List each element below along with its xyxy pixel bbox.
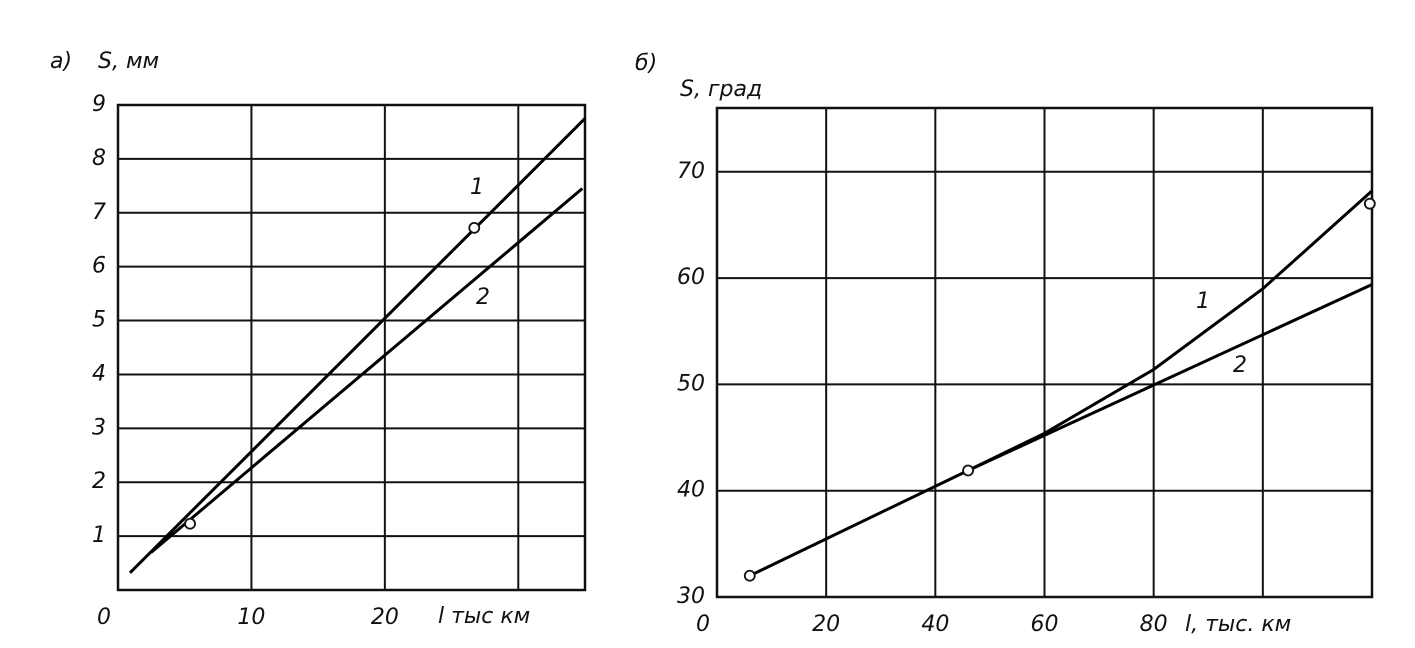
data-point bbox=[1363, 197, 1376, 210]
curve bbox=[128, 117, 587, 574]
y-tick-label: 7 bbox=[92, 200, 106, 225]
curve bbox=[749, 283, 1373, 578]
panel-label: а) bbox=[50, 49, 72, 74]
y-axis-label: S, мм bbox=[98, 49, 159, 74]
y-tick-label: 5 bbox=[92, 308, 106, 333]
y-tick-label: 3 bbox=[92, 415, 106, 440]
panel-label: б) bbox=[635, 51, 657, 76]
x-tick-label: 60 bbox=[1031, 612, 1059, 637]
data-point bbox=[184, 517, 196, 530]
y-tick-label: 40 bbox=[677, 478, 705, 503]
data-point bbox=[962, 464, 974, 477]
y-tick-label: 8 bbox=[92, 146, 106, 171]
curve-label: 2 bbox=[476, 285, 490, 310]
y-tick-label: 4 bbox=[92, 361, 106, 386]
y-tick-label: 30 bbox=[677, 584, 705, 609]
curve bbox=[150, 187, 584, 554]
x-tick-label: 10 bbox=[237, 605, 265, 630]
x-tick-label: 80 bbox=[1140, 612, 1168, 637]
curve bbox=[967, 189, 1374, 472]
y-tick-label: 9 bbox=[92, 92, 106, 117]
x-tick-label: 40 bbox=[921, 612, 949, 637]
y-tick-label: 60 bbox=[677, 265, 705, 290]
x-tick-label: 0 bbox=[97, 605, 111, 630]
curve-label: 1 bbox=[1196, 289, 1210, 314]
x-tick-label: 20 bbox=[812, 612, 840, 637]
x-tick-label: 0 bbox=[696, 612, 710, 637]
data-point bbox=[743, 569, 756, 582]
y-axis-label: S, град bbox=[680, 77, 762, 102]
curve-label: 1 bbox=[470, 175, 484, 200]
y-tick-label: 50 bbox=[677, 371, 705, 396]
curve-label: 2 bbox=[1233, 353, 1247, 378]
y-tick-label: 6 bbox=[92, 254, 106, 279]
y-tick-label: 2 bbox=[92, 469, 106, 494]
data-point bbox=[468, 221, 481, 234]
x-axis-label: l тыс км bbox=[438, 604, 530, 629]
x-tick-label: 20 bbox=[371, 605, 399, 630]
plot-frame bbox=[116, 103, 587, 592]
y-tick-label: 1 bbox=[92, 523, 106, 548]
y-tick-label: 70 bbox=[677, 159, 705, 184]
x-axis-label: l, тыс. км bbox=[1185, 612, 1291, 637]
